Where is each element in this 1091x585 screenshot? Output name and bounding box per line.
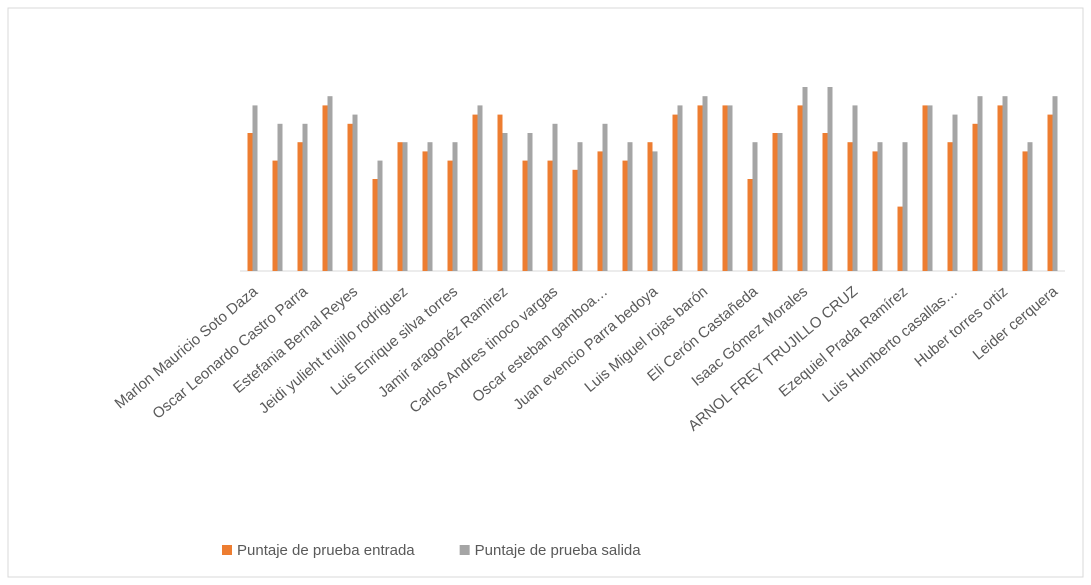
bar (777, 133, 783, 271)
bar (672, 114, 678, 271)
bar (677, 105, 683, 272)
bar (327, 96, 333, 271)
bar (397, 142, 403, 271)
bar (822, 133, 828, 271)
bar (472, 114, 478, 271)
bar (627, 142, 633, 271)
bar (897, 206, 903, 271)
bar (252, 105, 258, 272)
bar (872, 151, 878, 271)
bar (622, 160, 628, 271)
bar (477, 105, 483, 272)
bar (952, 114, 958, 271)
bar (752, 142, 758, 271)
bar (597, 151, 603, 271)
chart-frame (7, 7, 1084, 578)
bar (1052, 96, 1058, 271)
bar (322, 105, 328, 272)
bar (297, 142, 303, 271)
bar (927, 105, 933, 272)
bar (427, 142, 433, 271)
bar (702, 96, 708, 271)
bar (852, 105, 858, 272)
bar (1047, 114, 1053, 271)
bar (997, 105, 1003, 272)
bar (947, 142, 953, 271)
bar (572, 169, 578, 271)
bar (697, 105, 703, 272)
bar (452, 142, 458, 271)
bar (527, 133, 533, 271)
legend-label: Puntaje de prueba entrada (237, 542, 415, 559)
bar (447, 160, 453, 271)
bar (547, 160, 553, 271)
bar (377, 160, 383, 271)
bar (1002, 96, 1008, 271)
bar (272, 160, 278, 271)
legend-swatch (459, 545, 470, 555)
bar (497, 114, 503, 271)
bar (347, 123, 353, 271)
bar (372, 179, 378, 271)
bar (577, 142, 583, 271)
bar (802, 87, 808, 271)
bar (902, 142, 908, 271)
bar (977, 96, 983, 271)
bar (247, 133, 253, 271)
bar (602, 123, 608, 271)
bar (972, 123, 978, 271)
legend-label: Puntaje de prueba salida (475, 542, 642, 559)
bar (277, 123, 283, 271)
bar (747, 179, 753, 271)
bar (827, 87, 833, 271)
bar (522, 160, 528, 271)
bar (502, 133, 508, 271)
bar (647, 142, 653, 271)
bar (1027, 142, 1033, 271)
bar (1022, 151, 1028, 271)
legend-swatch (222, 545, 232, 555)
bar (772, 133, 778, 271)
bar (847, 142, 853, 271)
bar (877, 142, 883, 271)
bar (722, 105, 728, 272)
bar (652, 151, 658, 271)
bar (727, 105, 733, 272)
bar (552, 123, 558, 271)
bar (352, 114, 358, 271)
bar (797, 105, 803, 272)
bar (402, 142, 408, 271)
bar (422, 151, 428, 271)
bar (302, 123, 308, 271)
bar (922, 105, 928, 272)
